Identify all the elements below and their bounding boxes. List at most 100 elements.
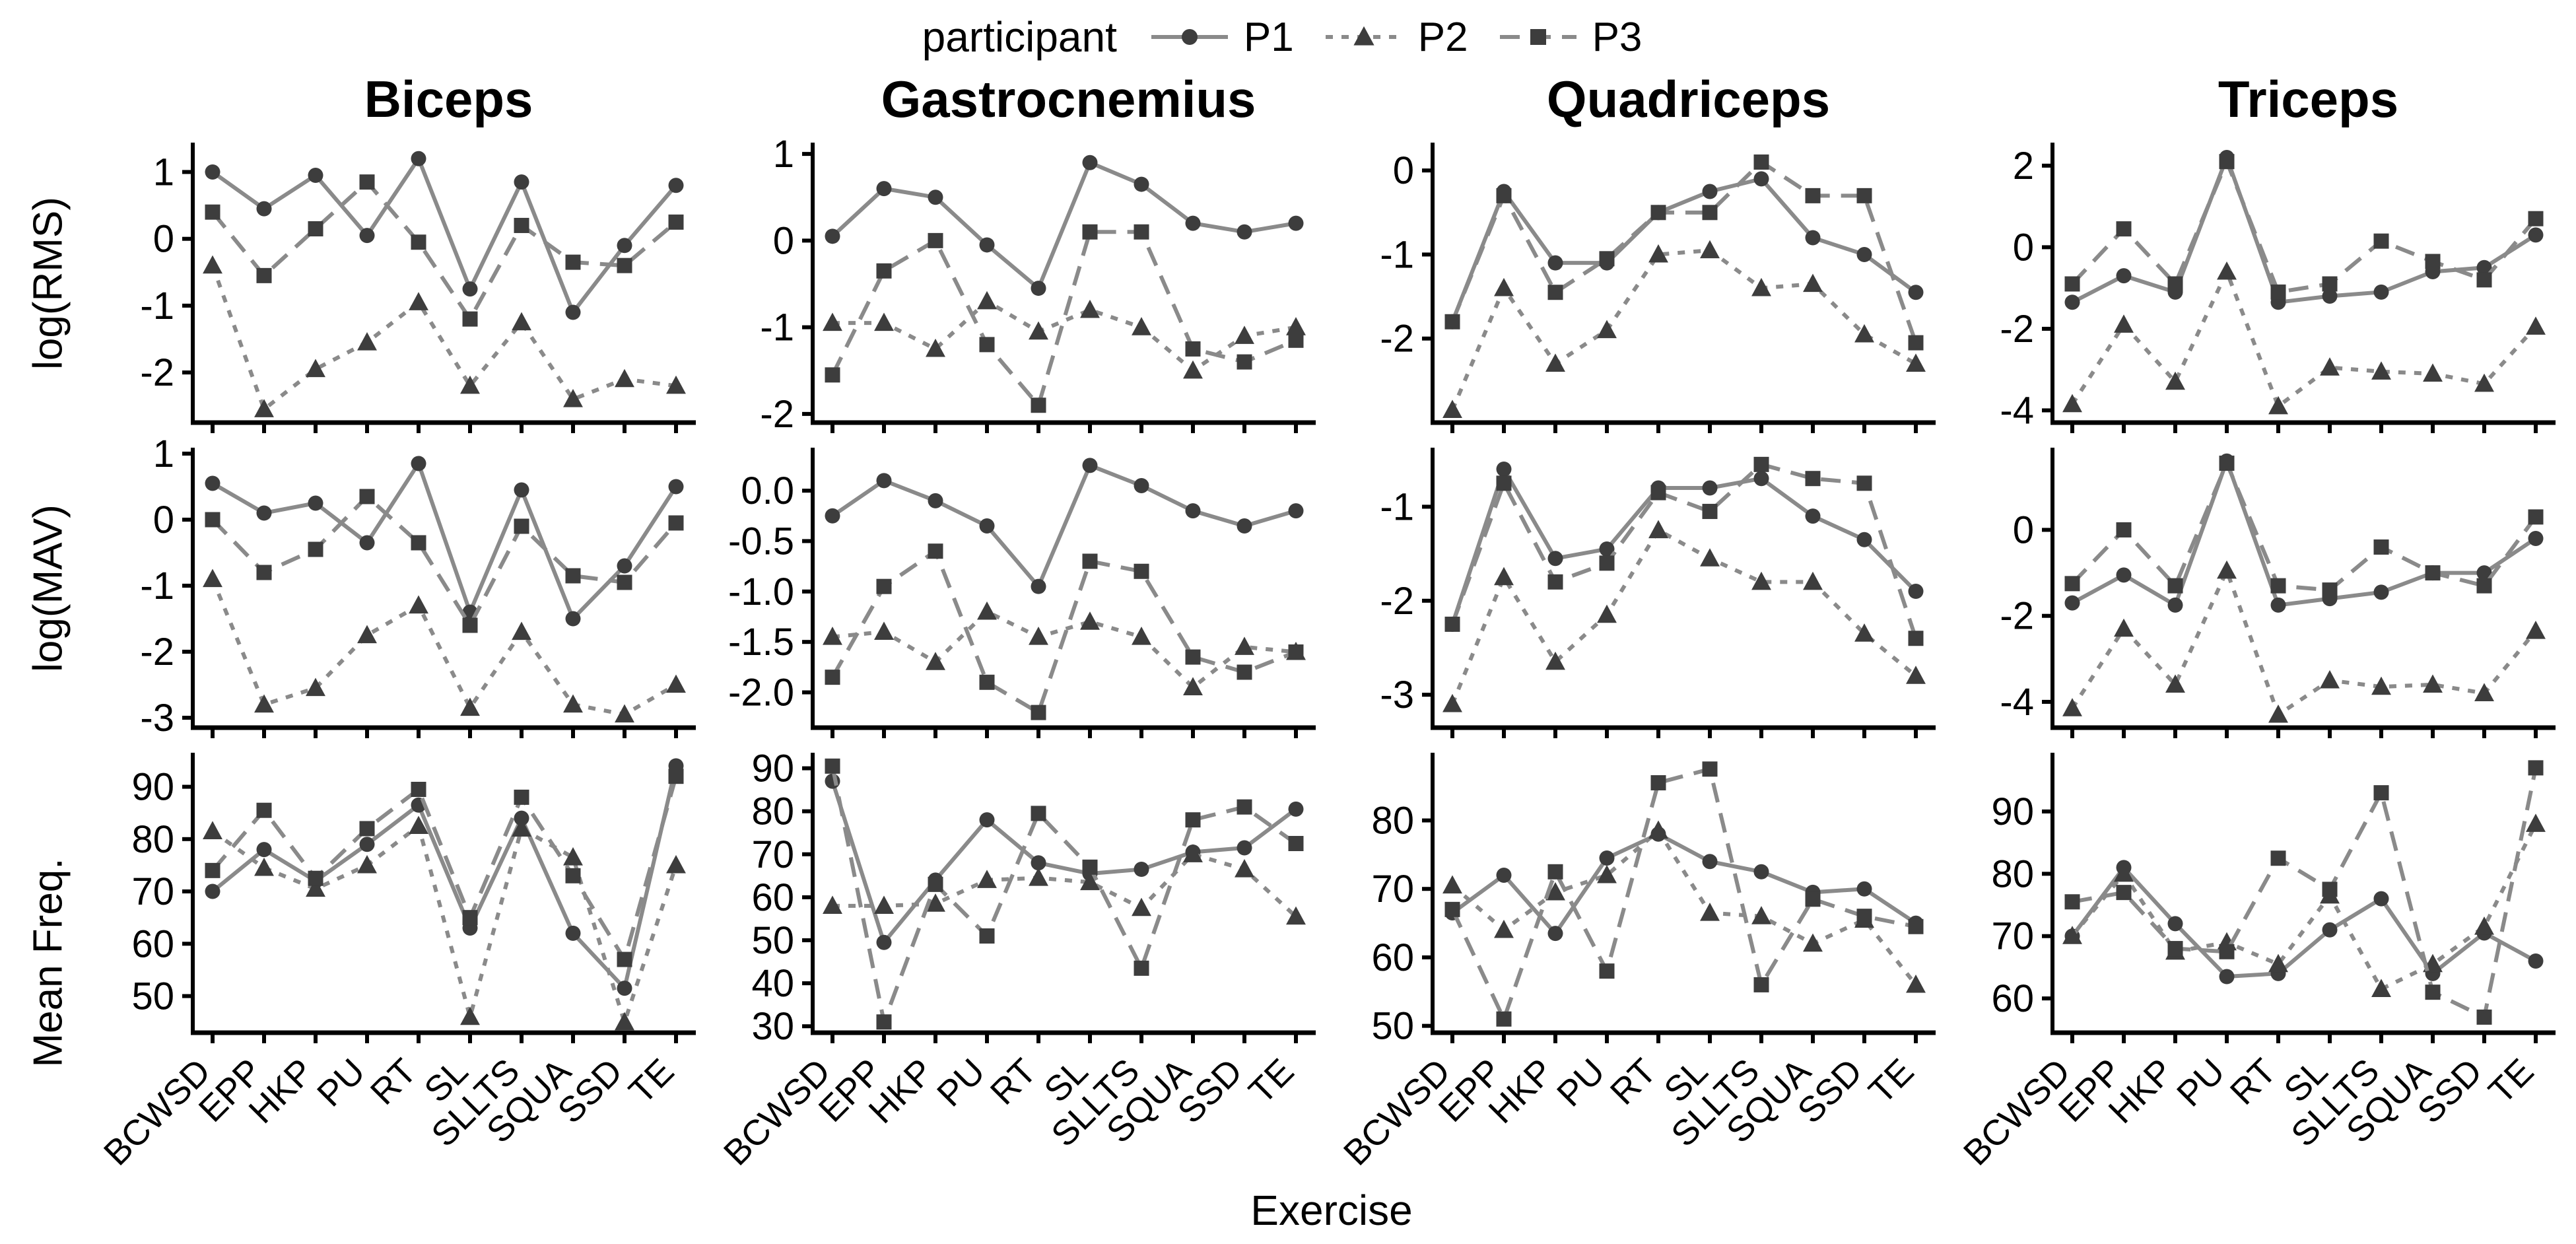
data-point-p1-te: [668, 479, 684, 495]
data-point-p3-pu: [359, 174, 375, 190]
data-point-p2-sllts: [1751, 277, 1771, 296]
data-point-p1-pu: [1599, 850, 1615, 866]
data-point-p3-ssd: [1856, 909, 1872, 924]
y-tick-label: 80: [1991, 852, 2034, 895]
row-label-cell-mean-freq: Mean Freq.: [12, 741, 85, 1185]
series-line-p1: [2071, 455, 2537, 608]
data-point-p3-rt: [2270, 578, 2286, 594]
data-point-p1-squa: [1185, 503, 1201, 519]
data-point-p2-rt: [409, 595, 428, 614]
y-tick-label: 80: [1371, 800, 1414, 843]
quadriceps-log-mav-series-p3: [1444, 456, 1924, 646]
data-point-p2-bcwsd: [823, 895, 842, 914]
data-point-p2-pu: [357, 854, 377, 874]
data-point-p2-epp: [254, 399, 274, 417]
data-point-p3-epp: [876, 578, 892, 594]
series-line-p1: [830, 160, 1297, 292]
data-point-p3-hkp: [308, 221, 323, 237]
data-point-p2-epp: [1494, 567, 1514, 586]
y-tick-label: -0.5: [728, 520, 794, 563]
biceps-log-rms-series-p2: [203, 255, 686, 417]
series-line-p2: [211, 578, 677, 717]
data-point-p3-pu: [1599, 963, 1615, 979]
data-point-p2-epp: [2114, 314, 2134, 333]
data-point-p2-rt: [2268, 704, 2288, 723]
data-point-p3-hkp: [308, 870, 323, 886]
data-point-p3-sllts: [1134, 960, 1149, 976]
y-tick-label: -2: [140, 631, 174, 674]
data-point-p2-hkp: [926, 893, 945, 912]
series-line-p2: [832, 298, 1297, 374]
data-point-p3-bcwsd: [1444, 314, 1460, 329]
data-point-p2-bcwsd: [1442, 399, 1462, 418]
data-point-p1-epp: [1496, 867, 1512, 883]
quadriceps-mean-freq-series-p1: [1444, 826, 1924, 942]
data-point-p3-hkp: [1547, 864, 1563, 880]
y-tick-label: 0: [773, 219, 794, 262]
series-line-p2: [1450, 248, 1917, 411]
data-point-p3-sllts: [1753, 977, 1769, 992]
data-point-p3-sl: [1082, 859, 1098, 875]
x-tick-label-bcwsd: BCWSD: [716, 1051, 838, 1173]
data-point-p2-te: [2526, 620, 2546, 639]
data-point-p3-epp: [2116, 522, 2132, 537]
data-point-p3-sl: [1702, 761, 1718, 777]
data-point-p1-ssd: [1856, 532, 1872, 547]
data-point-p2-hkp: [1545, 881, 1565, 901]
data-point-p3-bcwsd: [825, 670, 840, 685]
data-point-p3-squa: [1185, 341, 1201, 357]
data-point-p2-pu: [2217, 560, 2237, 579]
data-point-p1-sllts: [1753, 471, 1769, 487]
data-point-p2-epp: [874, 312, 894, 331]
data-point-p3-pu: [1599, 251, 1615, 267]
data-point-p2-sllts: [1132, 897, 1151, 916]
data-point-p1-bcwsd: [205, 883, 220, 899]
y-tick-label: -1: [140, 285, 174, 328]
data-point-p2-ssd: [1854, 324, 1874, 343]
y-tick-label: 0: [1393, 149, 1414, 192]
data-point-p1-te: [1288, 215, 1304, 231]
y-tick-label: 60: [751, 876, 794, 919]
y-tick-label: -1: [140, 565, 174, 607]
y-tick-label: -1: [1380, 485, 1414, 528]
data-point-p2-sllts: [1751, 906, 1771, 924]
data-point-p2-te: [666, 674, 686, 693]
series-line-p1: [211, 765, 678, 992]
y-axis-title-mean-freq: Mean Freq.: [25, 858, 71, 1068]
y-tick-label: 80: [131, 818, 174, 861]
data-point-p3-pu: [979, 928, 995, 944]
data-point-p2-hkp: [306, 677, 325, 697]
data-point-p3-ssd: [1237, 354, 1252, 370]
data-point-p3-sllts: [1134, 224, 1149, 240]
y-tick-label: 50: [751, 919, 794, 962]
legend-key-p2: [1325, 26, 1402, 46]
data-point-p1-epp: [876, 934, 892, 950]
biceps-mean-freq-series-p2: [203, 815, 686, 1031]
data-point-p1-te: [1288, 503, 1304, 519]
y-tick-label: 0: [153, 499, 174, 541]
series-line-p3: [830, 548, 1297, 716]
data-point-p2-rt: [1648, 820, 1668, 839]
data-point-p3-ssd: [2476, 1009, 2492, 1025]
data-point-p1-sllts: [514, 810, 529, 826]
series-line-p3: [2070, 156, 2538, 294]
data-point-p3-epp: [1496, 475, 1512, 491]
data-point-p1-epp: [876, 473, 892, 489]
data-point-p1-bcwsd: [205, 164, 220, 180]
y-tick-label: 2: [2013, 145, 2034, 188]
data-point-p2-te: [1906, 974, 1926, 993]
legend-label-p3: P3: [1592, 14, 1643, 60]
panel-gastrocnemius-mean-freq: 90807060504030BCWSDEPPHKPPURTSLSLLTSSQUA…: [716, 747, 1316, 1173]
data-point-p2-sl: [460, 697, 480, 716]
data-point-p2-bcwsd: [203, 255, 222, 274]
biceps-log-mav-series-p2: [203, 569, 686, 723]
data-point-p1-ssd: [617, 238, 632, 254]
data-point-p1-hkp: [308, 168, 323, 184]
data-point-p3-te: [1288, 644, 1304, 660]
data-point-p2-pu: [977, 601, 997, 620]
data-point-p3-hkp: [928, 543, 943, 559]
series-line-p3: [211, 493, 678, 630]
data-point-p2-squa: [2423, 363, 2443, 382]
data-point-p1-hkp: [1547, 255, 1563, 271]
quadriceps-mean-freq-series-p3: [1444, 761, 1924, 1027]
